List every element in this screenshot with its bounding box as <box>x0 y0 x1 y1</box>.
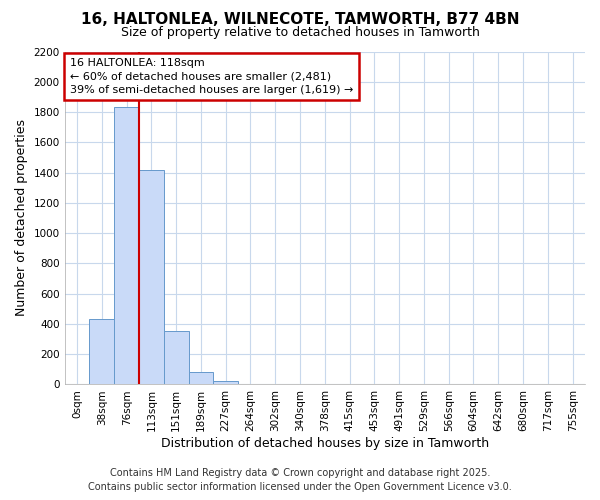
Bar <box>188 372 214 384</box>
Bar <box>214 380 238 384</box>
Text: Contains HM Land Registry data © Crown copyright and database right 2025.
Contai: Contains HM Land Registry data © Crown c… <box>88 468 512 492</box>
Text: 16 HALTONLEA: 118sqm
← 60% of detached houses are smaller (2,481)
39% of semi-de: 16 HALTONLEA: 118sqm ← 60% of detached h… <box>70 58 353 94</box>
X-axis label: Distribution of detached houses by size in Tamworth: Distribution of detached houses by size … <box>161 437 489 450</box>
Text: 16, HALTONLEA, WILNECOTE, TAMWORTH, B77 4BN: 16, HALTONLEA, WILNECOTE, TAMWORTH, B77 … <box>81 12 519 28</box>
Bar <box>139 170 164 384</box>
Bar <box>89 320 114 384</box>
Text: Size of property relative to detached houses in Tamworth: Size of property relative to detached ho… <box>121 26 479 39</box>
Bar <box>164 332 188 384</box>
Bar <box>114 108 139 384</box>
Y-axis label: Number of detached properties: Number of detached properties <box>15 120 28 316</box>
